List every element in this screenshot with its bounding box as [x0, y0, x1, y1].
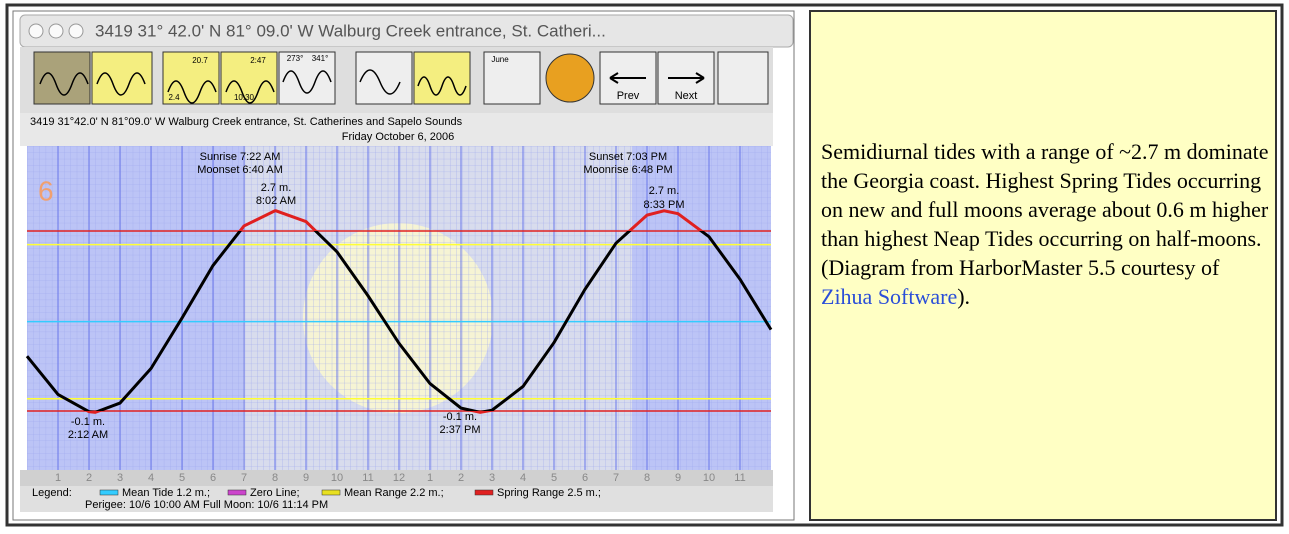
x-tick-label: 2	[86, 472, 92, 484]
chart-title: Friday October 6, 2006	[342, 131, 455, 143]
annotation: Moonset 6:40 AM	[197, 164, 283, 176]
legend-label: Zero Line;	[250, 487, 300, 499]
annotation: 2:37 PM	[440, 424, 481, 436]
x-tick-label: 12	[393, 472, 405, 484]
legend-note: Perigee: 10/6 10:00 AM Full Moon: 10/6 1…	[85, 499, 328, 511]
legend-swatch	[475, 490, 493, 495]
x-tick-label: 8	[272, 472, 278, 484]
legend-label: Mean Range 2.2 m.;	[344, 487, 444, 499]
caption-link[interactable]: Zihua Software	[821, 284, 957, 309]
x-tick-label: 9	[303, 472, 309, 484]
annotation: 8:02 AM	[256, 195, 296, 207]
x-tick-label: 4	[148, 472, 154, 484]
x-tick-label: 9	[675, 472, 681, 484]
caption-text: Semidiurnal tides with a range of ~2.7 m…	[821, 139, 1269, 280]
x-tick-label: 5	[551, 472, 557, 484]
toolbar-buttons	[34, 52, 768, 104]
x-tick-label: 8	[644, 472, 650, 484]
toolbar-label: 2:47	[250, 56, 266, 65]
x-tick-label: 3	[117, 472, 123, 484]
x-tick-label: 6	[582, 472, 588, 484]
x-tick-label: 11	[362, 472, 373, 484]
x-tick-label: 1	[427, 472, 433, 484]
annotation: Moonrise 6:48 PM	[583, 164, 672, 176]
legend-swatch	[100, 490, 118, 495]
annotation: 2.7 m.	[261, 182, 292, 194]
minimize-button[interactable]	[49, 24, 63, 38]
chart-subtitle: 3419 31°42.0' N 81°09.0' W Walburg Creek…	[30, 116, 463, 128]
legend-swatch	[228, 490, 246, 495]
caption: Semidiurnal tides with a range of ~2.7 m…	[821, 137, 1271, 311]
x-tick-label: 10	[703, 472, 715, 484]
x-tick-label: 3	[489, 472, 495, 484]
day-label: 6	[38, 175, 54, 206]
close-button[interactable]	[29, 24, 43, 38]
legend-label: Spring Range 2.5 m.;	[497, 487, 601, 499]
toolbar-label: Prev	[617, 90, 640, 102]
tool-button[interactable]	[356, 52, 412, 104]
x-tick-label: 7	[241, 472, 247, 484]
annotation: 8:33 PM	[644, 199, 685, 211]
x-tick-label: 7	[613, 472, 619, 484]
toolbar-label: Next	[675, 90, 698, 102]
annotation: -0.1 m.	[71, 416, 105, 428]
toolbar-label: 10:30	[234, 93, 255, 102]
x-tick-label: 1	[55, 472, 61, 484]
annotation: Sunrise 7:22 AM	[200, 151, 281, 163]
x-tick-label: 2	[458, 472, 464, 484]
toolbar-label: 341°	[312, 54, 329, 63]
zoom-button[interactable]	[69, 24, 83, 38]
toolbar-label: 273°	[287, 54, 304, 63]
toolbar-label: 2.4	[168, 93, 180, 102]
x-tick-label: 5	[179, 472, 185, 484]
annotation: 2.7 m.	[649, 185, 680, 197]
x-tick-label: 11	[734, 472, 745, 484]
legend-swatch	[322, 490, 340, 495]
toolbar-label: June	[491, 55, 509, 64]
legend-label: Mean Tide 1.2 m.;	[122, 487, 210, 499]
page: 3419 31° 42.0' N 81° 09.0' W Walburg Cre…	[0, 0, 1289, 529]
x-tick-label: 6	[210, 472, 216, 484]
x-tick-label: 4	[520, 472, 526, 484]
annotation: 2:12 AM	[68, 429, 108, 441]
annotation: Sunset 7:03 PM	[589, 151, 667, 163]
annotation: -0.1 m.	[443, 411, 477, 423]
x-tick-label: 10	[331, 472, 343, 484]
color-button[interactable]	[546, 54, 594, 102]
print-button[interactable]	[718, 52, 768, 104]
toolbar-label: 20.7	[192, 56, 208, 65]
legend-title: Legend:	[32, 487, 72, 499]
caption-end: ).	[957, 284, 970, 309]
window-title: 3419 31° 42.0' N 81° 09.0' W Walburg Cre…	[95, 21, 606, 40]
